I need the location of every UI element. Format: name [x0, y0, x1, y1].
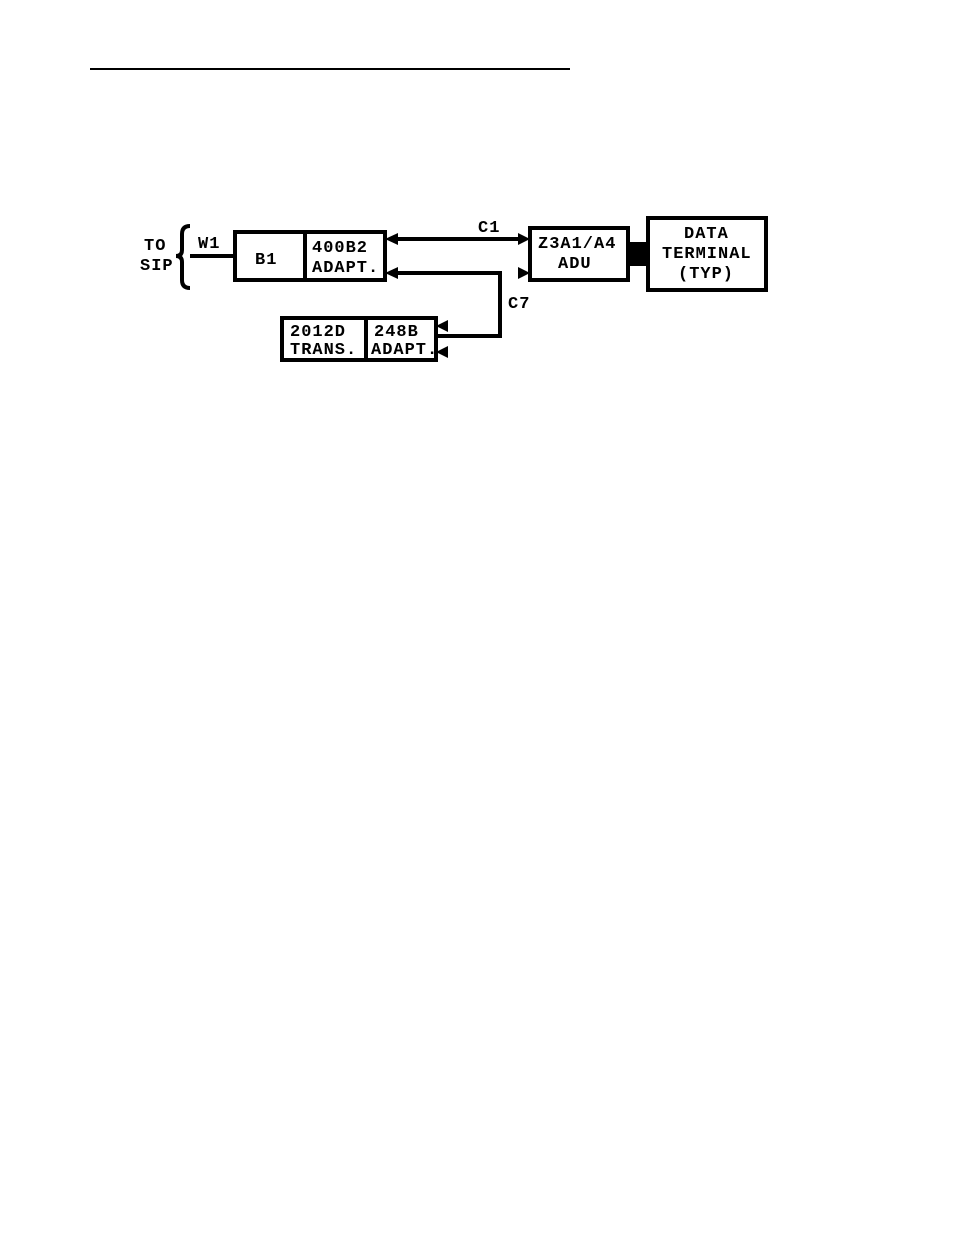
- label-b1: B1: [255, 251, 277, 270]
- label-data-1: DATA: [684, 225, 729, 244]
- label-w1: W1: [198, 235, 220, 254]
- label-z3a1-1: Z3A1/A4: [538, 235, 616, 254]
- header-rule: [90, 68, 570, 70]
- label-248b-1: 248B: [374, 323, 419, 342]
- label-c7: C7: [508, 295, 530, 314]
- label-data-3: (TYP): [678, 265, 734, 284]
- label-400b2-2: ADAPT.: [312, 259, 379, 278]
- label-sip: SIP: [140, 257, 174, 276]
- label-2012d-1: 2012D: [290, 323, 346, 342]
- label-to: TO: [144, 237, 166, 256]
- label-248b-2: ADAPT.: [371, 341, 438, 360]
- label-2012d-2: TRANS.: [290, 341, 357, 360]
- label-400b2-1: 400B2: [312, 239, 368, 258]
- label-c1: C1: [478, 219, 500, 238]
- label-data-2: TERMINAL: [662, 245, 752, 264]
- sip-bracket: [176, 226, 190, 288]
- block-diagram: TO SIP W1 B1 400B2 ADAPT. C1 Z3A1/A4 ADU…: [140, 200, 840, 400]
- connector-thick: [628, 242, 648, 266]
- label-z3a1-2: ADU: [558, 255, 592, 274]
